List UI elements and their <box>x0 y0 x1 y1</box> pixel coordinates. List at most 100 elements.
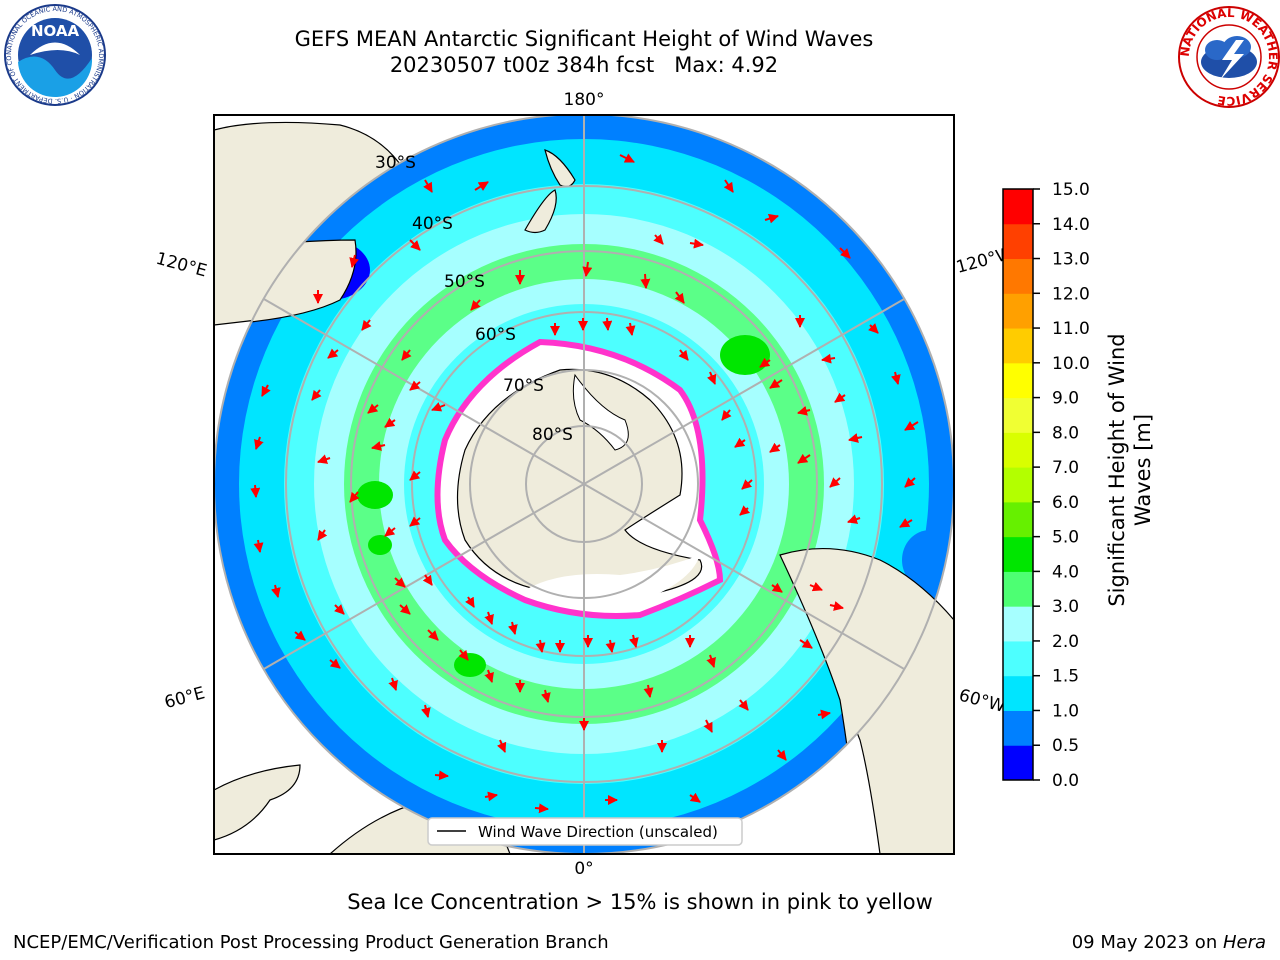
arrow <box>848 433 863 443</box>
colorbar-bin <box>1003 501 1033 538</box>
colorbar-tick-label: 5.0 <box>1052 528 1079 548</box>
lat-label-50s: 50°S <box>444 272 485 292</box>
arrow <box>817 709 831 720</box>
arrow <box>361 319 372 331</box>
footer-credit: NCEP/EMC/Verification Post Processing Pr… <box>13 932 609 953</box>
colorbar-bin <box>1003 189 1033 225</box>
colorbar-title: Significant Height of Wind Waves [m] <box>1104 280 1156 660</box>
lat-label-40s: 40°S <box>412 214 453 234</box>
lat-label-30s: 30°S <box>375 153 416 173</box>
arrow <box>619 153 635 163</box>
ocean-disc <box>214 115 954 854</box>
arrow <box>334 604 345 615</box>
arrow <box>868 323 879 334</box>
arrow <box>674 291 685 304</box>
arrow <box>759 357 771 368</box>
arrow <box>388 677 398 691</box>
arrow <box>643 684 654 698</box>
arrow <box>769 442 781 453</box>
arrow <box>349 254 360 268</box>
arrow <box>769 378 783 389</box>
arrow <box>311 389 322 401</box>
arrow <box>821 353 836 364</box>
colorbar-frame <box>1002 188 1034 781</box>
arrow <box>327 348 339 359</box>
arrow <box>689 792 701 803</box>
colorbar-tick-label: 0.0 <box>1052 771 1079 791</box>
colorbar-bin <box>1003 536 1033 572</box>
arrow <box>384 526 396 537</box>
arrow <box>409 239 421 251</box>
colorbar-bin <box>1003 606 1033 642</box>
arrow <box>847 514 861 524</box>
colorbar-bin <box>1003 710 1033 746</box>
arrow <box>689 238 704 249</box>
arrow <box>741 479 753 490</box>
arrow <box>401 349 412 361</box>
parallel-labels: 30°S 40°S 50°S 60°S 70°S 80°S <box>375 153 573 445</box>
footer-date: 09 May 2023 on Hera <box>1072 932 1266 953</box>
noaa-logo: NATIONAL OCEANIC AND ATMOSPHERIC ADMINIS… <box>0 0 106 106</box>
arrow <box>474 181 489 191</box>
arrow <box>829 477 841 488</box>
arrow <box>431 402 446 412</box>
arrow <box>829 601 844 611</box>
arrow <box>394 577 406 588</box>
colorbar-bin <box>1003 293 1033 329</box>
arrow <box>423 179 433 193</box>
legend-label: Wind Wave Direction (unscaled) <box>478 823 718 841</box>
arrow <box>317 529 328 541</box>
colorbar: 0.0 0.5 1.0 1.5 2.0 3.0 4.0 5.0 6.0 7.0 8.0 9.0 10.0… <box>1002 180 1090 791</box>
plot-title: GEFS MEAN Antarctic Significant Height o… <box>0 26 1168 78</box>
lat-label-60s: 60°S <box>475 325 516 345</box>
lon-label-60w: 60°W <box>957 686 1008 718</box>
arrow <box>409 470 421 481</box>
colorbar-tick-label: 1.5 <box>1052 667 1079 687</box>
colorbar-tick-label: 0.5 <box>1052 736 1079 756</box>
arrow <box>253 539 264 553</box>
arrow <box>678 349 689 361</box>
arrow <box>507 621 518 635</box>
title-line-1: GEFS MEAN Antarctic Significant Height o… <box>294 27 874 51</box>
arrow <box>434 770 449 781</box>
colorbar-bin <box>1003 571 1033 607</box>
arrow <box>721 409 732 421</box>
arrow <box>797 453 811 464</box>
lat-label-70s: 70°S <box>503 376 544 396</box>
arrow <box>839 247 851 259</box>
arrow <box>776 749 787 761</box>
arrow <box>534 803 549 814</box>
arrow <box>535 639 546 653</box>
colorbar-tick-label: 7.0 <box>1052 458 1079 478</box>
arrow <box>458 649 469 661</box>
arrow <box>254 436 264 450</box>
arrow <box>834 392 846 403</box>
footer-machine: Hera <box>1222 932 1266 953</box>
arrow <box>484 611 494 625</box>
arrow <box>349 491 360 503</box>
arrow <box>484 669 494 683</box>
arrow <box>771 582 783 593</box>
arrow <box>422 574 433 586</box>
lon-label-60e: 60°E <box>162 683 207 713</box>
arrow <box>294 630 306 641</box>
lon-label-120e: 120°E <box>154 249 209 282</box>
arrow <box>484 791 498 802</box>
colorbar-title-line-1: Significant Height of Wind <box>1105 333 1129 607</box>
lon-label-0: 0° <box>574 859 593 879</box>
colorbar-tick-label: 12.0 <box>1052 284 1090 304</box>
weddell-ice-shelf <box>525 555 700 607</box>
land-new-zealand-south <box>524 189 557 234</box>
arrow <box>420 704 431 718</box>
arrow <box>470 299 481 311</box>
arrow <box>653 233 664 245</box>
colorbar-bin <box>1003 745 1033 781</box>
map-frame <box>213 114 955 855</box>
arrow <box>799 638 813 649</box>
colorbar-bin <box>1003 432 1033 468</box>
arrow <box>261 384 271 397</box>
footer-date-text: 09 May 2023 on <box>1071 932 1223 953</box>
arrow <box>797 405 811 416</box>
arrow <box>409 380 421 391</box>
